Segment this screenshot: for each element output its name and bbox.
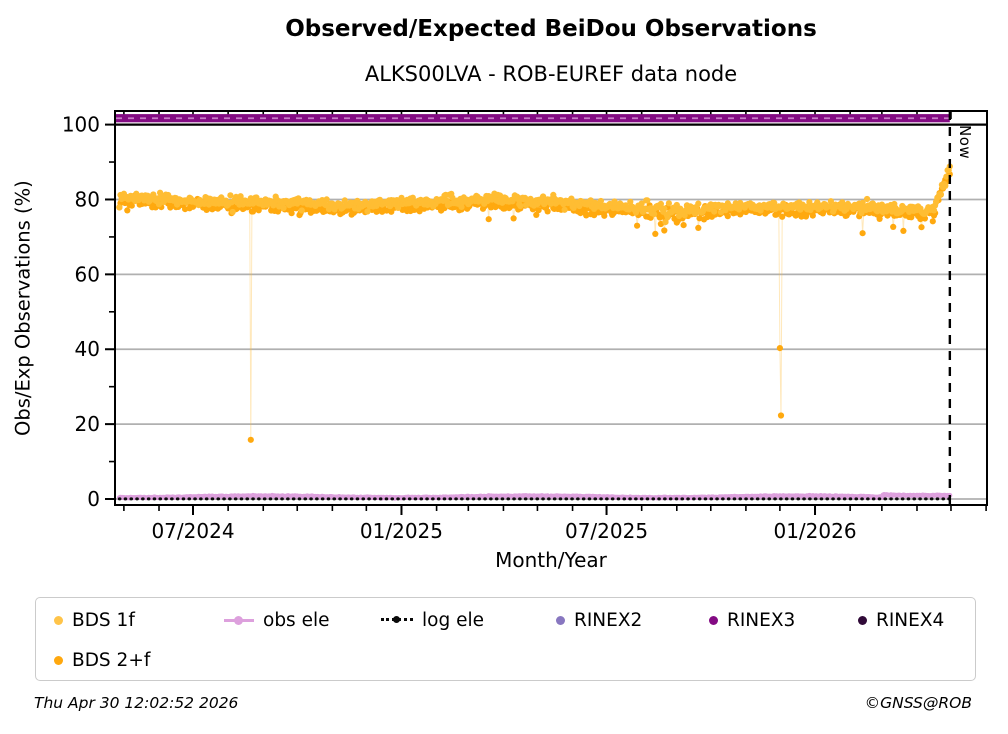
y-tick-label: 0 bbox=[87, 487, 100, 511]
plot-frame bbox=[114, 110, 988, 506]
x-tick-label: 01/2026 bbox=[773, 519, 856, 543]
x-tick-label: 07/2025 bbox=[565, 519, 648, 543]
rinex3-band bbox=[116, 114, 950, 123]
legend-item-rinex3: RINEX3 bbox=[709, 608, 795, 632]
legend-item-bds2f: BDS 2+f bbox=[54, 648, 150, 672]
plot-area: 07/2024 01/2025 07/2025 01/2026 0 20 40 60 80 100 bbox=[62, 110, 988, 543]
bds-2f-points bbox=[116, 171, 953, 443]
obs-ele-line bbox=[116, 492, 953, 501]
legend: BDS 1f obs ele log ele RINEX2 RINEX3 RIN… bbox=[35, 597, 976, 681]
chart-title: Observed/Expected BeiDou Observations bbox=[285, 16, 817, 42]
y-tick-label: 20 bbox=[75, 412, 100, 436]
x-tick-label: 07/2024 bbox=[151, 519, 234, 543]
y-tick-label: 80 bbox=[75, 187, 100, 211]
y-axis-ticks: 0 20 40 60 80 100 bbox=[62, 113, 115, 511]
rinex4-marker-icon bbox=[858, 615, 867, 625]
y-tick-label: 60 bbox=[75, 262, 100, 286]
bds1f-marker-icon bbox=[54, 615, 63, 625]
y-tick-label: 100 bbox=[62, 113, 100, 137]
x-tick-label: 01/2025 bbox=[360, 519, 443, 543]
y-axis-title: Obs/Exp Observations (%) bbox=[11, 180, 35, 436]
legend-item-logele: log ele bbox=[381, 608, 484, 632]
legend-label: RINEX2 bbox=[574, 609, 643, 631]
legend-item-bds1f: BDS 1f bbox=[54, 608, 135, 632]
legend-label: log ele bbox=[422, 609, 484, 631]
legend-label: obs ele bbox=[263, 609, 330, 631]
footer-copyright: ©GNSS@ROB bbox=[864, 694, 972, 712]
x-axis-ticks: 07/2024 01/2025 07/2025 01/2026 bbox=[123, 505, 987, 543]
rinex3-marker-icon bbox=[709, 615, 718, 625]
bds2f-marker-icon bbox=[54, 655, 63, 665]
bds-1f-points bbox=[116, 163, 953, 226]
rinex2-marker-icon bbox=[556, 615, 565, 625]
legend-item-obsele: obs ele bbox=[224, 608, 329, 632]
legend-label: RINEX4 bbox=[876, 609, 945, 631]
chart-subtitle: ALKS00LVA - ROB-EUREF data node bbox=[364, 62, 738, 86]
gridlines bbox=[115, 198, 987, 500]
legend-label: RINEX3 bbox=[727, 609, 796, 631]
obs-ele-marker-icon bbox=[224, 615, 254, 625]
log-ele-marker-icon bbox=[381, 615, 413, 625]
now-label: Now bbox=[956, 125, 974, 160]
legend-item-rinex4: RINEX4 bbox=[858, 608, 944, 632]
legend-label: BDS 1f bbox=[72, 609, 135, 631]
legend-label: BDS 2+f bbox=[72, 649, 151, 671]
x-axis-title: Month/Year bbox=[495, 548, 607, 572]
footer-timestamp: Thu Apr 30 12:02:52 2026 bbox=[34, 694, 239, 712]
y-tick-label: 40 bbox=[75, 337, 100, 361]
legend-item-rinex2: RINEX2 bbox=[556, 608, 642, 632]
